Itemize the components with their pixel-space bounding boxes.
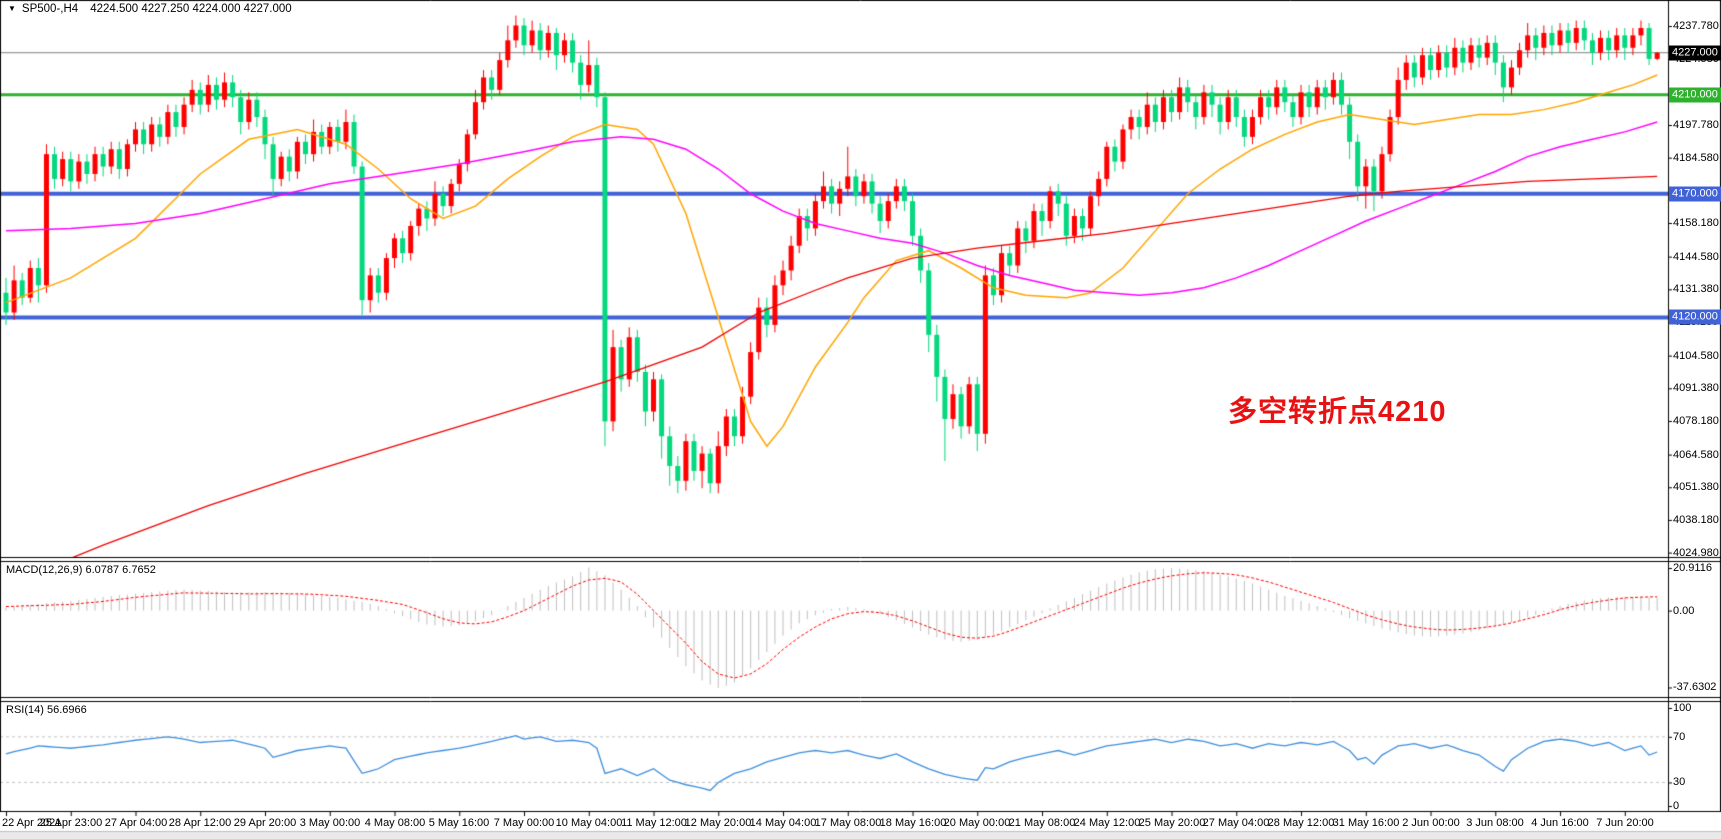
macd-tick-label: 0.00	[1673, 604, 1695, 617]
time-tick-label: 24 May 12:00	[1073, 817, 1141, 829]
time-tick-label: 18 May 16:00	[879, 817, 947, 829]
price-tick-label: 4144.580	[1673, 250, 1719, 263]
time-tick-label: 29 Apr 20:00	[233, 817, 297, 829]
macd-tick-label: -37.6302	[1673, 681, 1717, 694]
time-tick-label: 3 May 00:00	[299, 817, 361, 829]
rsi-tick-label: 0	[1673, 800, 1680, 812]
price-tick-label: 4158.180	[1673, 217, 1719, 229]
time-tick-label: 5 May 16:00	[428, 817, 490, 829]
time-tick-label: 28 Apr 12:00	[168, 817, 232, 829]
ohlc-values: 4224.500 4227.250 4224.000 4227.000	[90, 3, 292, 15]
price-tick-label: 4131.380	[1673, 283, 1719, 296]
price-tick-label: 4184.580	[1673, 151, 1719, 164]
price-tick-label: 4051.380	[1673, 481, 1719, 494]
price-badge: 4170.000	[1669, 186, 1721, 202]
price-tick-label: 4104.580	[1673, 349, 1719, 362]
annotation-text: 多空转折点4210	[1228, 396, 1447, 428]
time-tick-label: 27 May 04:00	[1202, 817, 1270, 829]
price-badge: 4120.000	[1669, 309, 1721, 325]
time-tick-label: 3 Jun 08:00	[1466, 817, 1524, 829]
time-tick-label: 28 May 12:00	[1267, 817, 1335, 829]
macd-tick-label: 20.9116	[1673, 562, 1712, 574]
rsi-tick-label: 70	[1673, 730, 1686, 743]
symbol-dropdown-icon[interactable]: ▼	[8, 4, 16, 13]
time-tick-label: 12 May 20:00	[684, 817, 752, 829]
price-tick-label: 4237.780	[1673, 20, 1719, 33]
time-tick-label: 10 May 04:00	[555, 817, 623, 829]
macd-indicator-label: MACD(12,26,9) 6.0787 6.7652	[6, 564, 156, 576]
time-tick-label: 20 May 00:00	[943, 817, 1011, 829]
time-tick-label: 11 May 12:00	[621, 817, 687, 829]
time-tick-label: 25 May 20:00	[1138, 817, 1206, 829]
price-tick-label: 4197.780	[1673, 119, 1719, 132]
time-tick-label: 31 May 16:00	[1332, 817, 1400, 829]
price-tick-label: 4078.180	[1673, 414, 1719, 427]
price-badge: 4227.000	[1669, 45, 1721, 61]
rsi-tick-label: 30	[1673, 776, 1686, 789]
time-tick-label: 2 Jun 00:00	[1402, 817, 1460, 829]
time-tick-label: 4 Jun 16:00	[1531, 817, 1589, 829]
time-tick-label: 7 Jun 20:00	[1596, 817, 1654, 829]
price-tick-label: 4091.380	[1673, 382, 1719, 395]
rsi-tick-label: 100	[1673, 702, 1692, 714]
price-tick-label: 4064.580	[1673, 448, 1719, 461]
price-tick-label: 4024.980	[1673, 546, 1719, 559]
time-tick-label: 14 May 04:00	[749, 817, 817, 829]
time-tick-label: 21 May 08:00	[1008, 817, 1076, 829]
symbol-title: SP500-,H4	[21, 3, 79, 15]
chart-header: ▼ SP500-,H4 4224.500 4227.250 4224.000 422…	[8, 3, 292, 15]
rsi-indicator-label: RSI(14) 56.6966	[6, 704, 87, 716]
time-tick-label: 27 Apr 04:00	[104, 817, 168, 829]
time-tick-label: 17 May 08:00	[814, 817, 882, 829]
time-tick-label: 4 May 08:00	[364, 817, 426, 829]
price-badge: 4210.000	[1669, 87, 1721, 103]
price-tick-label: 4038.180	[1673, 513, 1719, 526]
time-tick-label: 25 Apr 23:00	[39, 817, 103, 829]
time-tick-label: 22 Apr 2021	[2, 817, 62, 829]
time-tick-label: 7 May 00:00	[493, 817, 555, 829]
